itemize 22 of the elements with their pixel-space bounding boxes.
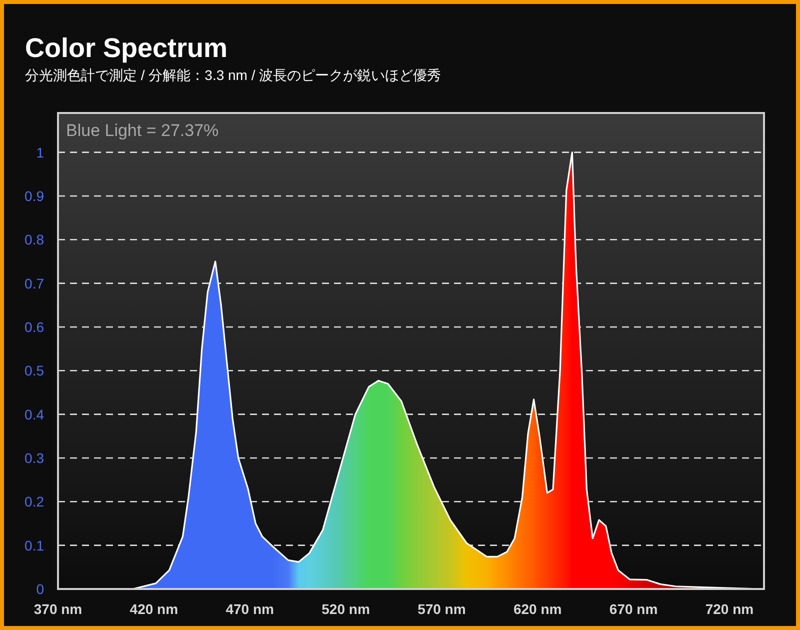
y-tick-label: 0.5 (24, 362, 44, 379)
y-tick-label: 0.9 (24, 188, 44, 204)
y-tick-label: 0.7 (24, 275, 44, 292)
y-tick-label: 0 (36, 581, 44, 597)
y-tick-label: 1 (36, 144, 44, 160)
y-tick-label: 0.6 (24, 318, 44, 335)
y-tick-label: 0.2 (24, 494, 44, 510)
chart-title: Color Spectrum (25, 33, 228, 63)
x-tick-label: 520 nm (322, 601, 370, 617)
x-tick-label: 370 nm (34, 601, 82, 617)
x-tick-label: 470 nm (226, 601, 274, 617)
x-tick-label: 670 nm (609, 601, 658, 617)
y-tick-label: 0.3 (24, 450, 44, 466)
chart-subtitle: 分光測色計で測定 / 分解能：3.3 nm / 波長のピークが鋭いほど優秀 (25, 67, 442, 83)
annotation: Blue Light = 27.37% (66, 121, 219, 140)
y-tick-label: 0.8 (24, 232, 44, 248)
x-tick-label: 570 nm (418, 601, 466, 617)
x-tick-label: 620 nm (513, 601, 562, 617)
y-tick-label: 0.1 (24, 537, 44, 554)
y-tick-label: 0.4 (24, 406, 44, 422)
x-tick-label: 720 nm (705, 601, 754, 617)
x-tick-label: 420 nm (130, 601, 178, 617)
